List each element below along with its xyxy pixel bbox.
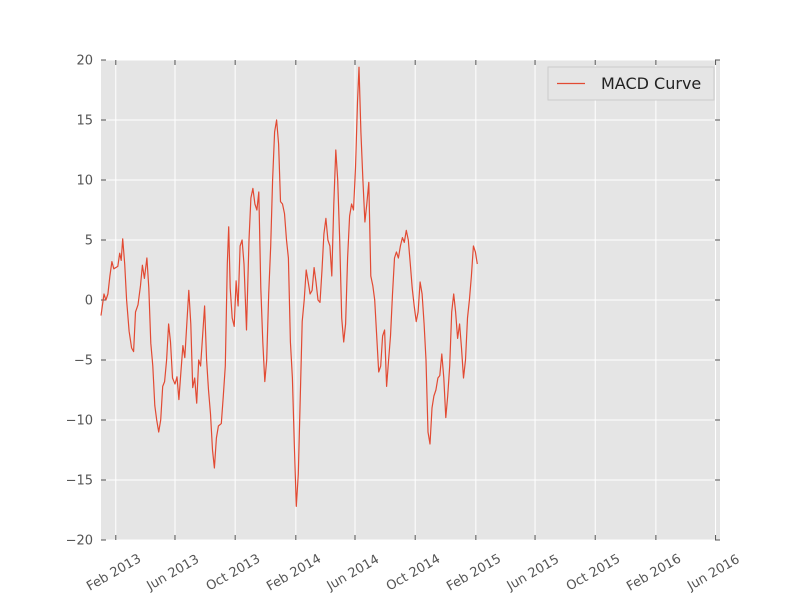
x-tick-label: Feb 2016: [624, 551, 684, 594]
x-axis-tick-labels: Feb 2013 Jun 2013 Oct 2013 Feb 2014 Jun 2014…: [84, 551, 742, 594]
y-tick-label: −20: [66, 534, 93, 549]
x-tick-label: Feb 2014: [264, 551, 324, 594]
legend-label: MACD Curve: [601, 74, 701, 93]
series-layer: [100, 66, 478, 507]
legend: MACD Curve: [547, 66, 715, 101]
y-tick-label: 10: [76, 174, 93, 189]
x-tick-label: Oct 2015: [564, 552, 623, 595]
axis-ticks: [101, 59, 720, 541]
y-tick-label: 20: [76, 54, 93, 69]
x-tick-label: Jun 2014: [324, 552, 382, 594]
series-line: [100, 66, 478, 507]
x-tick-label: Oct 2013: [204, 552, 263, 595]
y-tick-label: 15: [76, 114, 93, 129]
x-tick-label: Feb 2015: [444, 551, 504, 594]
x-tick-label: Oct 2014: [384, 552, 443, 595]
y-tick-label: 5: [85, 234, 93, 249]
x-tick-label: Jun 2013: [144, 552, 202, 594]
y-tick-label: −10: [66, 414, 93, 429]
x-tick-label: Jun 2015: [504, 552, 562, 594]
grid: [101, 59, 720, 541]
x-tick-label: Feb 2013: [84, 551, 144, 594]
y-tick-label: 0: [85, 294, 93, 309]
y-tick-label: −15: [66, 474, 93, 489]
y-tick-label: −5: [74, 354, 93, 369]
y-axis-tick-labels: −20 −15 −10 −5 0 5 10 15 20: [66, 54, 93, 549]
x-tick-label: Jun 2016: [684, 552, 742, 594]
